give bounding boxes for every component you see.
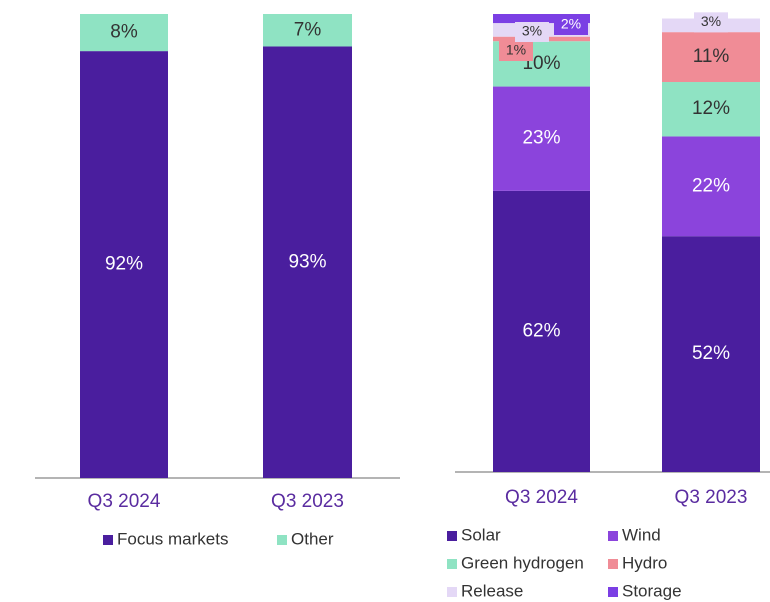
label-box [499,41,533,61]
data-label: 3% [522,23,542,39]
bar-segment [493,86,590,191]
legend-swatch [608,531,618,541]
legend-label: Hydro [622,553,667,572]
legend-label: Wind [622,525,661,544]
data-label: 3% [701,13,721,29]
label-box [554,15,588,35]
bar-segment [493,14,590,24]
legend-label: Release [461,581,523,600]
bar-segment [662,82,760,137]
data-label: 1% [506,42,526,58]
bar-segment [263,46,352,478]
data-label: 52% [692,343,730,364]
legend-label: Focus markets [117,529,228,548]
legend-swatch [447,587,457,597]
data-label: 23% [522,128,560,149]
bar-segment [662,136,760,237]
bar-segment [80,14,168,52]
legend-swatch [608,559,618,569]
x-tick-label: Q3 2023 [675,487,748,508]
legend-swatch [447,531,457,541]
bar-segment [662,236,760,472]
data-label: 8% [110,22,138,43]
data-label: 22% [692,175,730,196]
legend-label: Other [291,529,334,548]
bar-segment [263,14,352,47]
data-label: 12% [692,98,730,119]
legend-label: Green hydrogen [461,553,584,572]
label-box [515,22,549,42]
data-label: 2% [561,16,581,32]
x-tick-label: Q3 2024 [505,487,578,508]
legend-swatch [608,587,618,597]
legend-swatch [103,535,113,545]
legend-label: Storage [622,581,682,600]
bar-segment [493,190,590,472]
bar-segment [80,51,168,479]
bar-segment [662,32,760,83]
data-label: 93% [288,251,326,272]
legend-swatch [277,535,287,545]
x-tick-label: Q3 2023 [271,491,344,512]
label-box [694,12,728,33]
data-label: 62% [522,320,560,341]
legend-label: Solar [461,525,501,544]
x-tick-label: Q3 2024 [88,491,161,512]
data-label: 7% [294,19,322,40]
data-label: 92% [105,254,143,275]
data-label: 11% [693,46,730,67]
legend-swatch [447,559,457,569]
